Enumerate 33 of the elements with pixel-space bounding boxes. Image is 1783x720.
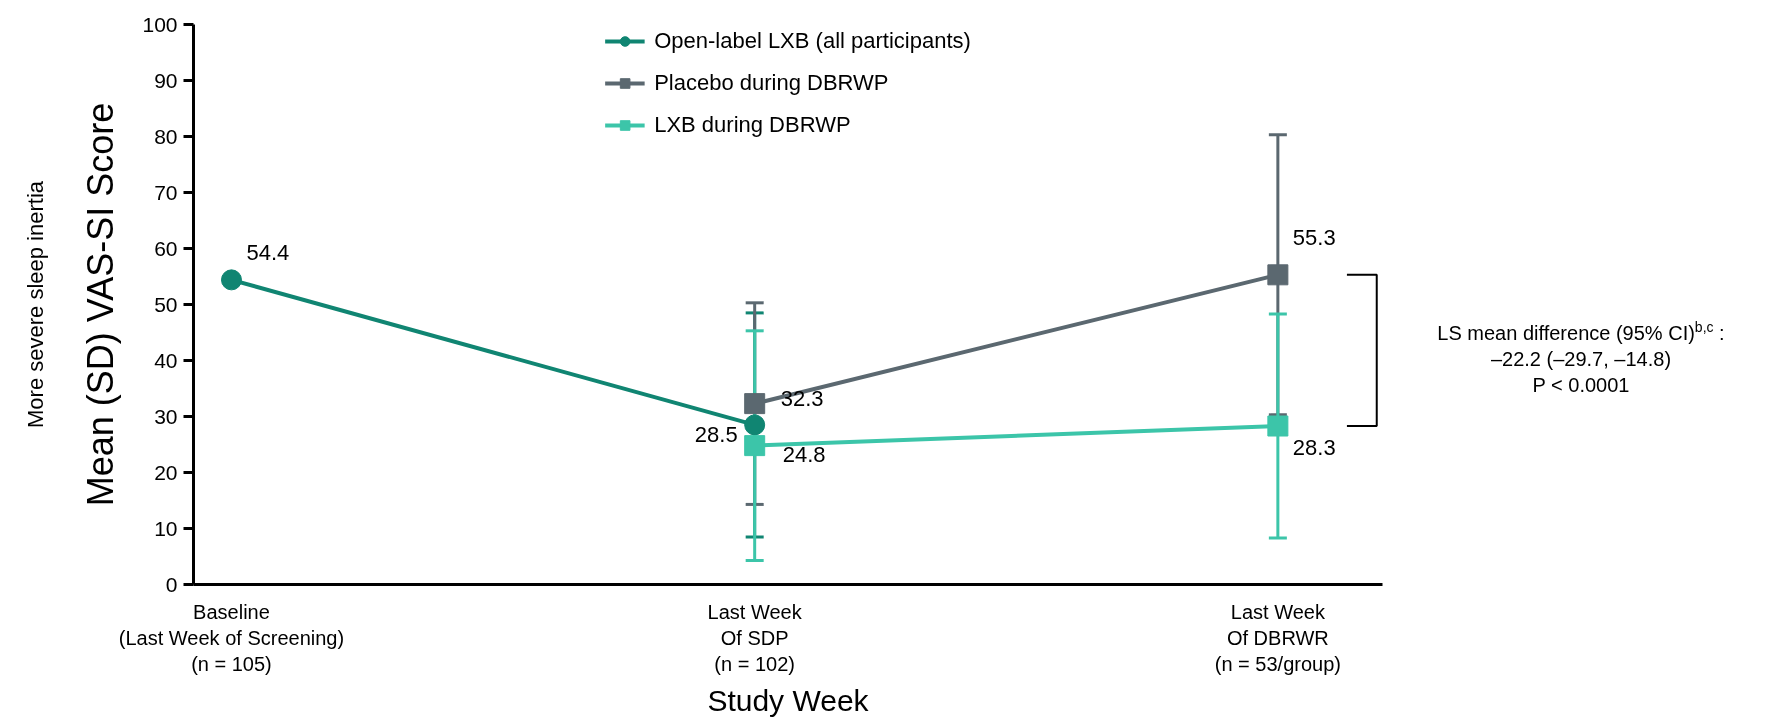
y-tick-label: 30 — [154, 404, 178, 428]
legend-label: Open-label LXB (all participants) — [654, 28, 971, 54]
x-tick-label: Baseline (Last Week of Screening) (n = 105) — [118, 600, 345, 676]
y-tick-label: 100 — [142, 12, 178, 36]
y-tick-label: 0 — [165, 572, 178, 596]
x-tick-label: Last Week Of SDP (n = 102) — [707, 600, 803, 676]
data-label: 54.4 — [246, 240, 290, 266]
data-label: 28.3 — [1292, 434, 1336, 460]
y-tick-label: 70 — [154, 180, 178, 204]
y-tick-label: 40 — [154, 348, 178, 372]
point — [1267, 415, 1289, 437]
point — [744, 414, 766, 436]
legend-label: Placebo during DBRWP — [654, 70, 889, 96]
y-tick-label: 50 — [154, 292, 178, 316]
legend-label: LXB during DBRWP — [654, 112, 851, 138]
point — [1267, 264, 1289, 286]
text: LS mean difference (95% CI)$^{b,c}$ : –22.2 (–29.7, –14.8) P < 0.0001 — [1437, 319, 1725, 396]
y-tick-label: 90 — [154, 68, 178, 92]
y-axis-title: Mean (SD) VAS-SI Score — [80, 102, 122, 507]
point — [744, 393, 766, 415]
x-tick-label: Last Week Of DBRWR (n = 53/group) — [1214, 600, 1341, 676]
y-tick-label: 60 — [154, 236, 178, 260]
data-label: 32.3 — [780, 386, 824, 412]
x-axis-title: Study Week — [707, 684, 870, 718]
y-tick-label: 80 — [154, 124, 178, 148]
point — [220, 269, 242, 291]
text: More severe sleep inertia — [22, 180, 48, 428]
data-label: 28.5 — [694, 422, 738, 448]
data-label: 24.8 — [782, 442, 826, 468]
y-tick-label: 10 — [154, 516, 178, 540]
point — [744, 435, 766, 457]
y-tick-label: 20 — [154, 460, 178, 484]
data-label: 55.3 — [1292, 225, 1336, 251]
